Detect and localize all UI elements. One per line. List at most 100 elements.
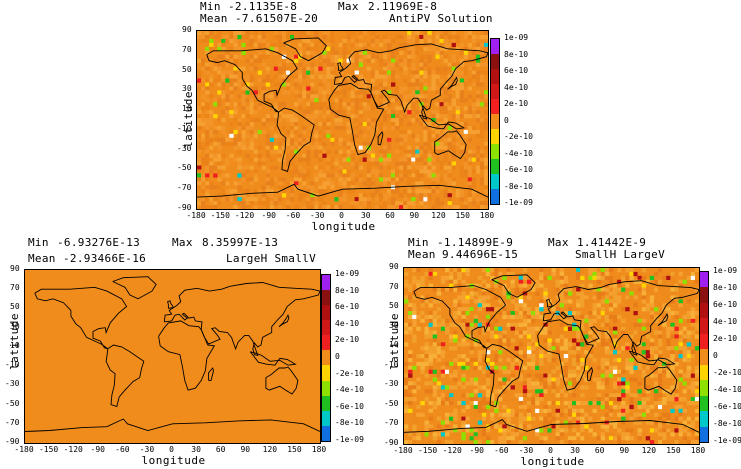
heatmap-cell	[326, 66, 331, 71]
heatmap-cell	[439, 185, 444, 190]
heatmap-cell	[435, 129, 440, 135]
heatmap-cell	[201, 78, 206, 83]
heatmap-cell	[617, 275, 622, 281]
heatmap-cell	[455, 78, 461, 83]
heatmap-cell	[302, 54, 307, 59]
heatmap-cell	[526, 400, 532, 406]
heatmap-cell	[302, 70, 307, 75]
heatmap-cell	[391, 38, 396, 44]
heatmap-cell	[666, 271, 671, 277]
heatmap-cell	[294, 114, 299, 119]
heatmap-cell	[245, 34, 250, 40]
heatmap-cell	[459, 98, 465, 103]
heatmap-cell	[289, 185, 295, 190]
heatmap-cell	[580, 432, 585, 437]
heatmap-cell	[481, 295, 487, 300]
coastline-south-america	[105, 344, 145, 408]
heatmap-cell	[354, 74, 359, 79]
heatmap-cell	[502, 369, 507, 374]
heatmap-cell	[467, 129, 473, 135]
heatmap-cell	[612, 420, 618, 425]
heatmap-cell	[428, 365, 433, 370]
heatmap-cell	[273, 177, 279, 182]
heatmap-cell	[419, 145, 424, 150]
heatmap-cell	[424, 326, 429, 331]
heatmap-cell	[539, 416, 544, 421]
x-axis-label: longitude	[141, 454, 206, 467]
heatmap-cell	[539, 428, 544, 433]
heatmap-cell	[526, 397, 532, 402]
heatmap-cell	[498, 412, 503, 417]
heatmap-cell	[674, 334, 679, 339]
heatmap-cell	[334, 125, 339, 131]
x-tick-label: 180	[311, 445, 327, 454]
heatmap-cell	[249, 193, 254, 198]
heatmap-cell	[407, 161, 412, 166]
heatmap-cell	[213, 197, 218, 202]
heatmap-cell	[431, 189, 436, 194]
heatmap-cell	[412, 440, 417, 444]
colorbar-segment	[322, 350, 330, 366]
heatmap-cell	[535, 408, 540, 414]
heatmap-cell	[358, 177, 364, 182]
heatmap-cell	[298, 173, 303, 178]
heatmap-cell	[453, 416, 458, 421]
heatmap-cell	[261, 78, 267, 83]
y-tick-label: -70	[177, 183, 192, 193]
heatmap-cell	[592, 432, 597, 437]
heatmap-cell	[412, 268, 417, 273]
heatmap-cell	[249, 98, 254, 103]
heatmap-cell	[382, 205, 388, 209]
heatmap-cell	[490, 412, 495, 417]
heatmap-cell	[451, 42, 456, 48]
heatmap-cell	[273, 106, 279, 111]
heatmap-cell	[467, 173, 473, 178]
heatmap-cell	[229, 70, 234, 75]
heatmap-cell	[415, 185, 420, 190]
heatmap-cell	[625, 424, 630, 429]
heatmap-cell	[294, 90, 299, 95]
heatmap-cell	[229, 74, 234, 79]
heatmap-cell	[241, 165, 246, 170]
heatmap-cell	[285, 78, 291, 83]
heatmap-cell	[358, 157, 364, 162]
coastline-north-america	[34, 286, 128, 350]
heatmap-cell	[465, 299, 470, 304]
heatmap-cell	[229, 137, 234, 143]
colorbar-segment	[700, 318, 708, 334]
heatmap-cell	[281, 54, 287, 59]
heatmap-cell	[694, 432, 699, 437]
heatmap-cell	[261, 161, 267, 166]
heatmap-cell	[334, 66, 339, 71]
heatmap-cell	[555, 346, 560, 351]
heatmap-cell	[547, 334, 552, 339]
heatmap-cell	[322, 54, 327, 59]
heatmap-cell	[612, 350, 618, 355]
heatmap-cell	[461, 424, 466, 429]
heatmap-cell	[318, 62, 323, 67]
heatmap-cell	[424, 397, 429, 402]
y-tick-label: 50	[182, 64, 192, 74]
heatmap-cell	[411, 34, 416, 40]
heatmap-cell	[395, 90, 400, 95]
heatmap-cell	[370, 129, 376, 135]
heatmap-cell	[432, 334, 438, 339]
heatmap-cell	[682, 354, 688, 359]
heatmap-cell	[415, 189, 420, 194]
heatmap-cell	[469, 346, 474, 351]
heatmap-cell	[621, 357, 626, 363]
x-axis-label: longitude	[311, 220, 376, 233]
heatmap-cell	[395, 62, 400, 67]
colorbar-segment	[491, 69, 499, 84]
heatmap-cell	[420, 361, 425, 367]
heatmap-cell	[261, 121, 267, 127]
heatmap-cell	[411, 205, 416, 209]
heatmap-cell	[473, 365, 479, 370]
heatmap-cell	[330, 106, 335, 111]
colorbar-label: 6e-10	[335, 302, 360, 312]
heatmap-cell	[225, 161, 230, 166]
heatmap-cell	[510, 295, 515, 300]
heatmap-cell	[547, 318, 552, 324]
heatmap-cell	[490, 357, 495, 363]
heatmap-cell	[518, 420, 524, 425]
